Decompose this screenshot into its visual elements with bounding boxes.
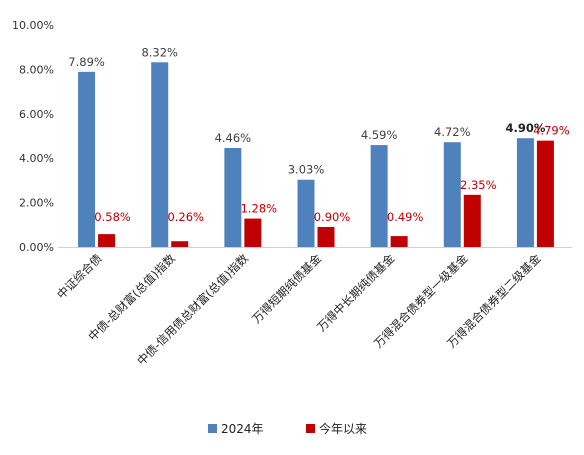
bars: [78, 62, 554, 247]
y-tick-label: 10.00%: [12, 19, 54, 32]
y-tick-label: 4.00%: [19, 152, 54, 165]
data-label: 4.59%: [361, 128, 398, 142]
legend-swatch: [208, 424, 217, 433]
bar-series-1: [443, 142, 461, 247]
data-label: 0.26%: [167, 210, 204, 224]
data-label: 4.46%: [215, 131, 252, 145]
bar-series-2: [171, 241, 189, 247]
data-label: 4.79%: [533, 124, 570, 138]
x-tick-label: 万得短期纯债基金: [249, 251, 324, 326]
data-label: 8.32%: [141, 45, 178, 59]
legend-swatch: [306, 424, 315, 433]
x-tick-label: 中证综合债: [54, 251, 105, 302]
axes: 0.00%2.00%4.00%6.00%8.00%10.00%中证综合债中债-总…: [12, 19, 572, 368]
bar-series-2: [244, 218, 262, 247]
data-label: 4.72%: [434, 125, 471, 139]
y-tick-label: 6.00%: [19, 108, 54, 121]
y-tick-label: 0.00%: [19, 241, 54, 254]
y-tick-label: 8.00%: [19, 63, 54, 76]
bar-series-2: [98, 234, 116, 247]
data-label: 7.89%: [68, 55, 105, 69]
legend: 2024年 今年以来: [208, 421, 367, 436]
legend-label: 2024年: [221, 422, 264, 436]
bar-series-1: [224, 147, 242, 247]
data-label: 3.03%: [288, 163, 325, 177]
bar-series-1: [78, 71, 96, 247]
y-tick-label: 2.00%: [19, 197, 54, 210]
data-label: 1.28%: [241, 202, 278, 216]
bar-series-1: [516, 138, 534, 247]
bar-series-1: [297, 179, 315, 247]
data-label: 0.90%: [314, 210, 351, 224]
bar-series-2: [317, 227, 335, 247]
bar-series-1: [151, 62, 169, 247]
data-label: 2.35%: [460, 178, 497, 192]
legend-label: 今年以来: [319, 421, 367, 436]
data-label: 4.90%: [505, 121, 545, 135]
bar-series-2: [390, 236, 408, 247]
bar-series-2: [536, 140, 554, 247]
data-label: 0.58%: [94, 210, 131, 224]
data-labels: 7.89% 0.58% 8.32% 0.26% 4.46% 1.28% 3.03% 0.90%…: [68, 45, 569, 224]
data-label: 0.49%: [387, 210, 424, 224]
bar-series-2: [463, 194, 481, 247]
x-tick-label: 万得中长期纯债基金: [314, 251, 397, 334]
bar-series-1: [370, 145, 388, 247]
